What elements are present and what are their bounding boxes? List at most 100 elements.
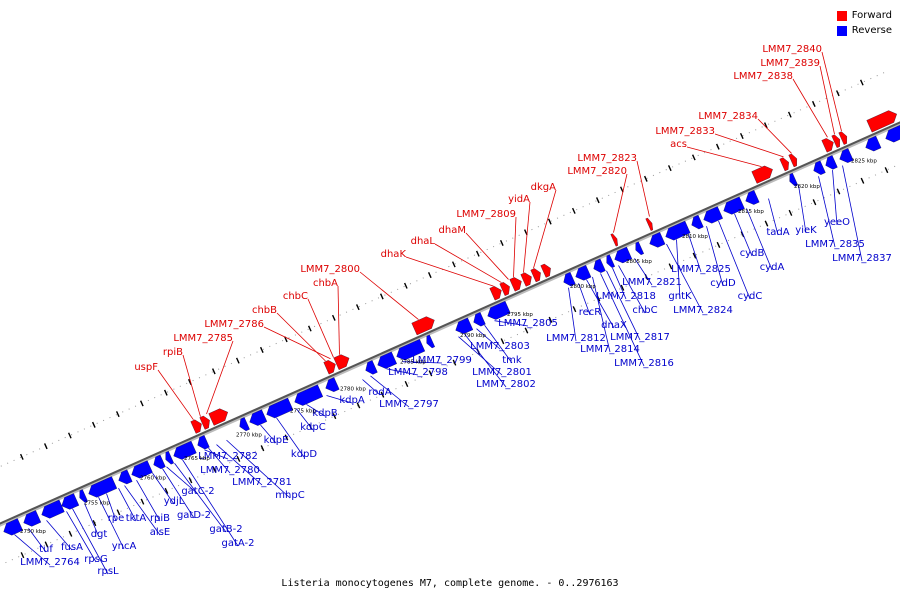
- legend-reverse-label: Reverse: [851, 25, 892, 36]
- leader-line: [592, 276, 611, 353]
- scale-tick: [739, 132, 744, 140]
- leader-line: [612, 267, 627, 300]
- leader-line: [46, 520, 73, 551]
- leader-line: [718, 220, 751, 300]
- leader-line: [226, 439, 291, 499]
- genome-caption: Listeria monocytogenes M7, complete geno…: [281, 578, 619, 589]
- leader-line: [72, 508, 109, 575]
- forward-gene-label: LMM7_2785: [173, 333, 233, 344]
- reverse-gene-label: cydB: [740, 248, 765, 259]
- leader-line: [768, 198, 779, 236]
- scale-tick: [139, 400, 144, 407]
- leader-line: [586, 279, 615, 329]
- leader-line: [606, 270, 641, 341]
- leader-line: [337, 285, 340, 355]
- reverse-gene-label: rpsG: [84, 554, 107, 565]
- legend: Forward Reverse: [836, 8, 892, 38]
- scale-tick: [692, 252, 697, 259]
- scale-tick: [212, 466, 217, 473]
- leader-line: [359, 271, 419, 320]
- reverse-gene: [61, 493, 80, 510]
- reverse-gene-label: tadA: [766, 227, 789, 238]
- reverse-gene: [377, 351, 397, 369]
- scale-tick: [499, 239, 504, 246]
- scale-tick: [163, 389, 168, 396]
- forward-gene: [489, 286, 502, 301]
- scale-tick: [211, 368, 216, 375]
- reverse-gene-label: chbC: [632, 305, 657, 316]
- leader-line: [208, 447, 231, 474]
- reverse-genes: [3, 125, 900, 536]
- reverse-gene: [3, 518, 23, 536]
- forward-gene: [610, 233, 618, 247]
- reverse-gene-label: ydjL: [164, 496, 185, 507]
- forward-gene-label: dkgA: [531, 182, 556, 193]
- forward-gene-label: dhaL: [411, 236, 436, 247]
- leader-line: [818, 176, 836, 248]
- scale-tick: [451, 261, 456, 268]
- reverse-gene: [118, 469, 133, 485]
- reverse-gene-label: cydC: [738, 291, 763, 302]
- reverse-gene: [266, 397, 294, 419]
- forward-gene: [838, 131, 847, 145]
- forward-genes: [190, 110, 897, 434]
- reverse-gene-label: LMM7_2821: [622, 277, 682, 288]
- forward-gene-label: rpiB: [163, 347, 183, 358]
- forward-gene: [499, 282, 510, 296]
- reverse-gene: [79, 489, 88, 503]
- scale-tick: [332, 413, 337, 420]
- forward-gene-label: LMM7_2833: [655, 126, 715, 137]
- scale-tick: [596, 295, 601, 302]
- leader-line: [182, 354, 201, 417]
- scale-tick: [787, 111, 792, 118]
- scale-tick: [116, 509, 121, 516]
- reverse-gene-label: LMM7_2817: [610, 332, 670, 343]
- reverse-gene: [426, 334, 435, 349]
- leader-line: [118, 488, 137, 522]
- kbp-tick-label: 2805 kbp: [626, 259, 652, 265]
- leader-line: [714, 133, 784, 158]
- kbp-tick-label: 2765 kbp: [184, 456, 210, 462]
- reverse-gene-label: gatC-2: [181, 486, 214, 497]
- leader-line: [636, 160, 650, 217]
- leader-line: [166, 466, 199, 495]
- forward-gene-label: acs: [670, 139, 687, 150]
- reverse-gene: [703, 206, 723, 224]
- reverse-gene-label: LMM7_2780: [200, 465, 260, 476]
- scale-tick: [764, 220, 769, 227]
- reverse-gene: [606, 254, 615, 268]
- leader-line: [204, 449, 229, 460]
- reverse-gene-label: LMM7_2781: [232, 477, 292, 488]
- leader-line: [402, 361, 443, 364]
- reverse-gene-label: LMM7_2799: [412, 355, 472, 366]
- forward-gene-label: yidA: [508, 194, 530, 205]
- forward-gene-label: chbC: [283, 291, 308, 302]
- scale-tick: [500, 338, 505, 345]
- forward-gene-label: LMM7_2834: [698, 111, 758, 122]
- reverse-gene-label: yeeO: [824, 217, 850, 228]
- leader-line: [464, 333, 507, 388]
- reverse-gene-label: alsE: [150, 527, 170, 538]
- backbone: [0, 121, 900, 525]
- reverse-gene-label: dgt: [91, 529, 108, 540]
- forward-gene: [411, 316, 435, 336]
- forward-gene-label: dhaM: [439, 225, 466, 236]
- forward-swatch: [836, 10, 847, 21]
- leader-line: [206, 340, 234, 415]
- kbp-tick-label: 2760 kbp: [140, 475, 166, 481]
- reverse-gene: [153, 454, 166, 469]
- scale-tick: [571, 207, 576, 214]
- scale-tick: [835, 90, 840, 97]
- scale-tick: [404, 380, 409, 388]
- leader-line: [458, 336, 503, 376]
- leader-line: [182, 459, 239, 547]
- scale-tick: [307, 325, 312, 332]
- leader-line: [174, 463, 227, 533]
- leader-line: [613, 173, 628, 233]
- scale-tick: [884, 167, 889, 174]
- leader-line: [162, 468, 195, 519]
- reverse-gene-label: cydD: [710, 278, 736, 289]
- scale-tick: [20, 552, 25, 559]
- reverse-gene: [839, 148, 854, 163]
- reverse-gene: [723, 196, 745, 215]
